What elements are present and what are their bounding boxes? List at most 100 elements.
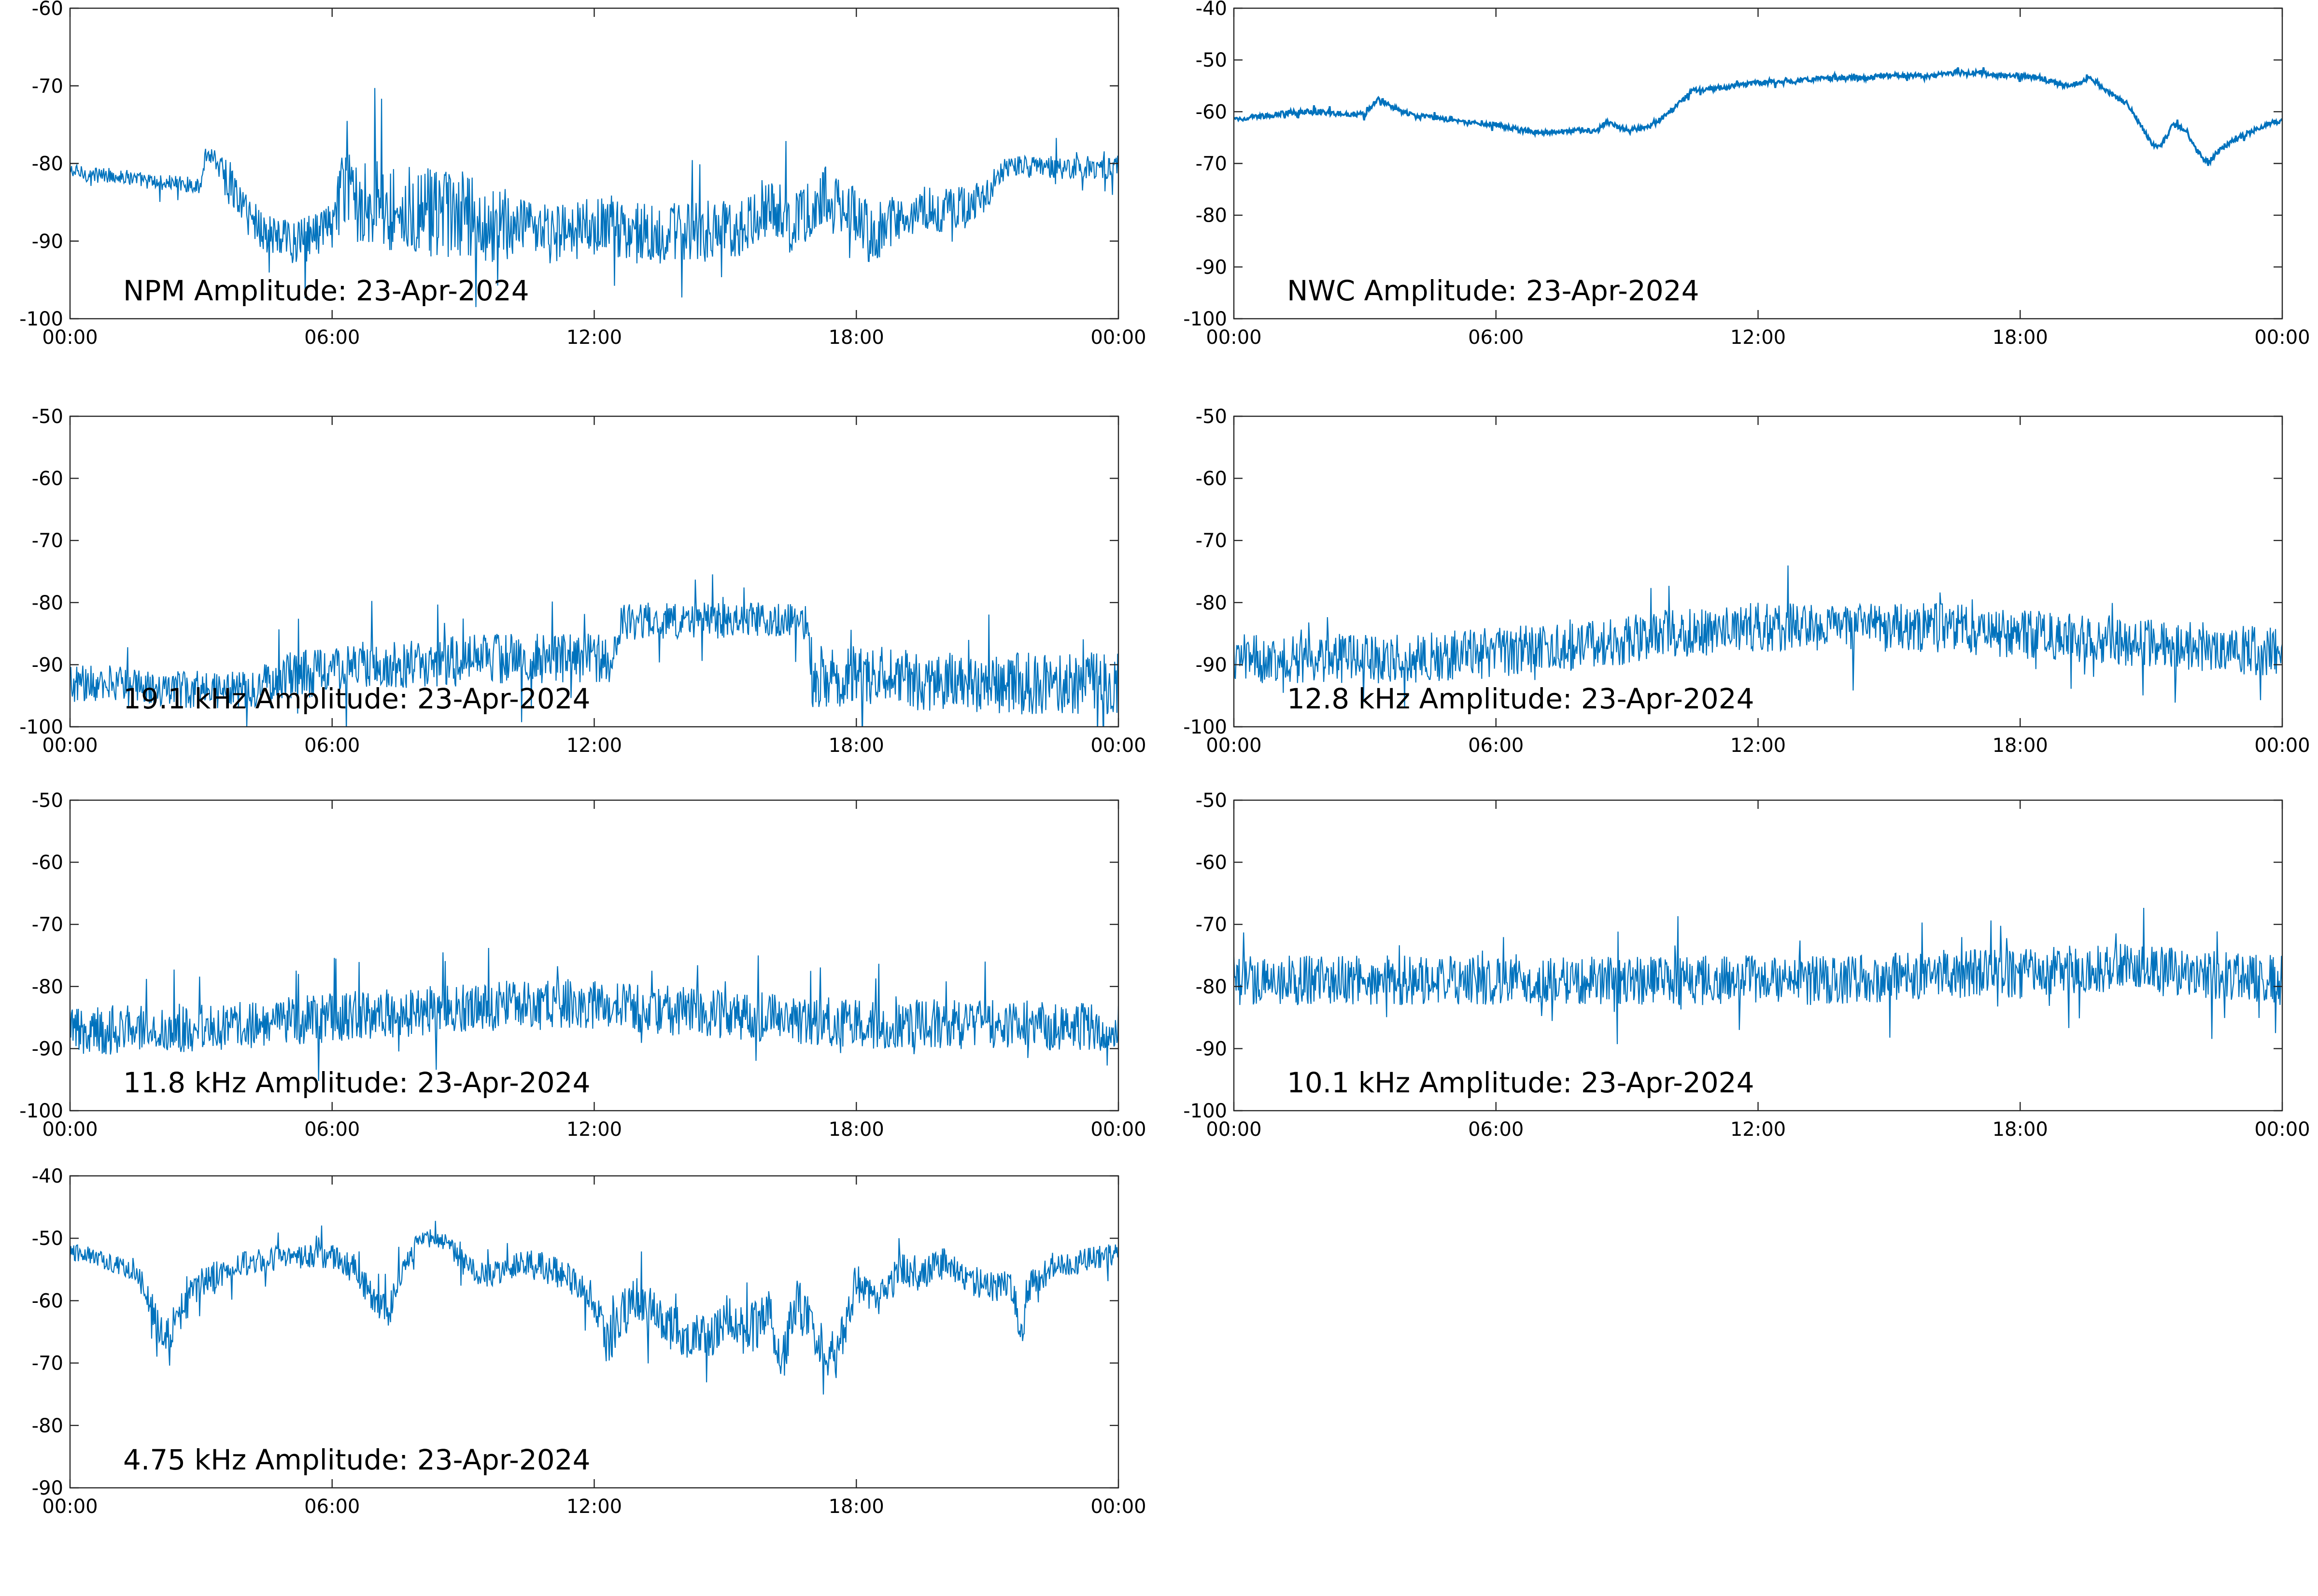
y-tick-label: -90 [32, 1477, 63, 1499]
x-tick-label: 06:00 [304, 1496, 360, 1518]
x-tick-label: 00:00 [1206, 1118, 1261, 1141]
chart-panel-4: 00:00 06:00 12:00 18:00 00:00 -50 -60 -70 -80 -90… [1183, 406, 2310, 757]
x-tick-label: 18:00 [1993, 734, 2048, 757]
y-tick-label: -60 [32, 0, 63, 20]
y-tick-label: -50 [1196, 49, 1227, 71]
x-tick-label: 00:00 [2254, 326, 2310, 349]
chart-panel-5: 00:00 06:00 12:00 18:00 00:00 -50 -60 -70 -80 -90… [19, 790, 1146, 1141]
x-tick-label: 18:00 [829, 1118, 884, 1141]
x-tick-label: 06:00 [1468, 1118, 1524, 1141]
x-tick-label: 12:00 [566, 326, 622, 349]
y-tick-label: -80 [1196, 592, 1227, 614]
panel-label: NWC Amplitude: 23-Apr-2024 [1287, 274, 1699, 307]
y-tick-label: -100 [19, 1100, 63, 1122]
x-tick-label: 12:00 [566, 1496, 622, 1518]
x-tick-label: 06:00 [304, 326, 360, 349]
y-tick-label: -80 [32, 592, 63, 614]
x-tick-label: 00:00 [1090, 326, 1146, 349]
y-tick-label: -80 [32, 153, 63, 175]
y-tick-label: -60 [1196, 101, 1227, 123]
y-tick-label: -100 [19, 716, 63, 738]
x-tick-label: 12:00 [1730, 326, 1786, 349]
y-tick-label: -70 [32, 75, 63, 98]
axes-frame [1233, 7, 2283, 320]
x-tick-label: 00:00 [2254, 734, 2310, 757]
chart-panel-6: 00:00 06:00 12:00 18:00 00:00 -50 -60 -70 -80 -90… [1183, 790, 2310, 1141]
y-tick-label: -80 [1196, 976, 1227, 998]
amplitude-trace [70, 88, 1118, 307]
chart-panel-2: 00:00 06:00 12:00 18:00 00:00 -40 -50 -60 -70 -80… [1183, 0, 2310, 349]
x-tick-label: 06:00 [1468, 734, 1524, 757]
y-tick-label: -60 [1196, 468, 1227, 490]
amplitude-trace [1234, 565, 2282, 707]
y-tick-label: -70 [32, 914, 63, 936]
y-tick-label: -50 [32, 1228, 63, 1250]
x-tick-label: 12:00 [566, 734, 622, 757]
chart-panel-1: 00:00 06:00 12:00 18:00 00:00 -60 -70 -80 -90 -10… [19, 0, 1146, 349]
y-tick-label: -90 [32, 1038, 63, 1060]
x-tick-label: 12:00 [1730, 1118, 1786, 1141]
x-tick-label: 12:00 [1730, 734, 1786, 757]
y-tick-label: -100 [19, 308, 63, 330]
x-tick-label: 18:00 [829, 734, 884, 757]
panel-label: 12.8 kHz Amplitude: 23-Apr-2024 [1287, 682, 1754, 715]
amplitude-trace [1234, 907, 2282, 1045]
y-tick-label: -60 [32, 468, 63, 490]
y-tick-label: -90 [32, 230, 63, 253]
x-tick-label: 18:00 [829, 1496, 884, 1518]
panel-label: 11.8 kHz Amplitude: 23-Apr-2024 [123, 1066, 590, 1099]
panel-label: NPM Amplitude: 23-Apr-2024 [123, 274, 529, 307]
y-tick-label: -100 [1183, 1100, 1227, 1122]
y-tick-label: -80 [32, 1415, 63, 1437]
x-tick-label: 00:00 [1206, 734, 1261, 757]
y-tick-label: -80 [32, 976, 63, 998]
y-tick-label: -70 [32, 530, 63, 552]
x-tick-label: 00:00 [42, 1118, 98, 1141]
y-tick-label: -90 [1196, 654, 1227, 676]
y-tick-label: -90 [32, 654, 63, 676]
axes-frame [69, 799, 1119, 1112]
y-tick-label: -70 [1196, 530, 1227, 552]
axes-frame [69, 7, 1119, 320]
chart-panel-3: 00:00 06:00 12:00 18:00 00:00 -50 -60 -70 -80 -90… [19, 406, 1146, 757]
y-tick-label: -70 [32, 1353, 63, 1375]
y-tick-label: -70 [1196, 914, 1227, 936]
x-tick-label: 00:00 [42, 1496, 98, 1518]
x-tick-label: 00:00 [1090, 734, 1146, 757]
x-tick-label: 18:00 [1993, 1118, 2048, 1141]
amplitude-trace [70, 1221, 1118, 1395]
x-tick-label: 00:00 [1206, 326, 1261, 349]
x-tick-label: 06:00 [304, 734, 360, 757]
x-tick-label: 00:00 [42, 734, 98, 757]
axes-frame [69, 1175, 1119, 1489]
y-tick-label: -80 [1196, 205, 1227, 227]
y-tick-label: -60 [32, 852, 63, 874]
panel-label: 4.75 kHz Amplitude: 23-Apr-2024 [123, 1443, 590, 1476]
amplitude-trace [1234, 67, 2282, 167]
y-tick-label: -50 [1196, 790, 1227, 812]
x-tick-label: 18:00 [829, 326, 884, 349]
amplitude-trace [70, 947, 1118, 1081]
x-tick-label: 06:00 [1468, 326, 1524, 349]
y-tick-label: -90 [1196, 1038, 1227, 1060]
y-tick-label: -100 [1183, 308, 1227, 330]
y-tick-label: -60 [32, 1290, 63, 1312]
x-tick-label: 18:00 [1993, 326, 2048, 349]
y-tick-label: -50 [32, 406, 63, 428]
y-tick-label: -50 [32, 790, 63, 812]
amplitude-trace [70, 574, 1118, 727]
y-tick-label: -60 [1196, 852, 1227, 874]
y-tick-label: -40 [32, 1165, 63, 1187]
x-tick-label: 00:00 [2254, 1118, 2310, 1141]
axes-frame [1233, 415, 2283, 728]
x-tick-label: 00:00 [42, 326, 98, 349]
y-tick-label: -50 [1196, 406, 1227, 428]
panel-label: 10.1 kHz Amplitude: 23-Apr-2024 [1287, 1066, 1754, 1099]
x-tick-label: 00:00 [1090, 1496, 1146, 1518]
y-tick-label: -40 [1196, 0, 1227, 20]
x-tick-label: 12:00 [566, 1118, 622, 1141]
y-tick-label: -90 [1196, 256, 1227, 279]
y-tick-label: -100 [1183, 716, 1227, 738]
